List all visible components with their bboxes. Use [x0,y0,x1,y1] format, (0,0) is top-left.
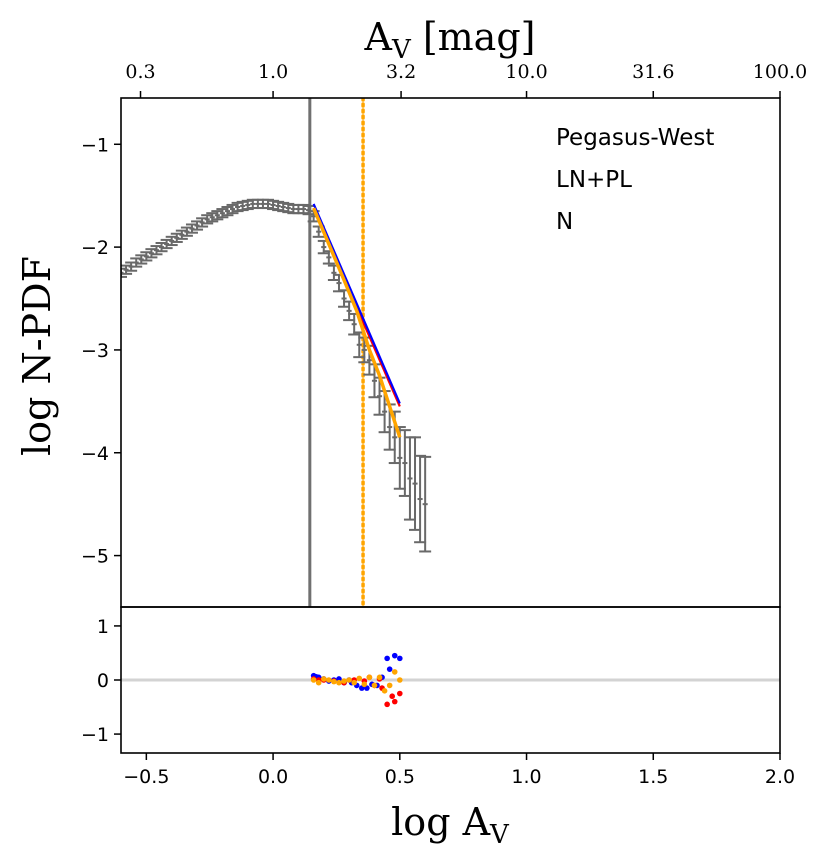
data-point-errorbar [160,238,173,250]
x-tick-label: −0.5 [123,766,169,788]
residual-point [346,677,352,683]
blue-fit [312,203,401,404]
top-axis-title-sub: V [391,35,412,65]
data-point-errorbar [185,223,198,234]
residual-point [384,701,390,708]
top-x-tick-label: 10.0 [505,61,547,83]
data-point-errorbar [327,264,340,282]
y-tick-label: −5 [81,546,109,568]
residual-point [361,681,368,688]
residual-point [310,677,317,683]
top-x-tick-label: 31.6 [632,61,674,83]
data-point-errorbar [282,202,295,214]
residual-y-tick-label: 0 [97,670,109,692]
data-point-errorbar [140,251,153,262]
annotation-model: LN+PL [556,167,632,193]
y-tick-label: −4 [81,443,109,465]
main-panel-frame [120,97,781,608]
data-point-errorbar [414,454,427,544]
data-point-errorbar [121,264,133,275]
x-axis-title: log AV [391,800,510,850]
data-point-errorbar [150,245,163,256]
top-x-tick-label: 0.3 [125,61,155,83]
residual-point [356,675,363,682]
annotation-tracer: N [556,209,573,235]
data-point-errorbar [170,232,183,243]
residual-point [315,679,322,686]
top-x-tick-label: 100.0 [753,61,807,83]
main-panel: −1 −2 −3 −4 −5 0.3 1.0 3.2 10.0 31.6 100.0 [81,61,807,608]
residual-point [391,669,398,675]
residual-point [331,678,337,685]
residual-point [366,674,373,681]
residual-point [397,690,403,697]
data-point-errorbar [398,429,411,497]
y-tick-label: −3 [81,340,109,362]
residual-point [336,679,342,686]
data-point-errorbar [419,455,432,553]
x-axis-title-main: log A [391,800,490,844]
residual-point [371,682,378,689]
residual-point [326,677,332,683]
orange-residuals [310,669,403,694]
data-point-errorbar [302,204,315,216]
data-point-errorbar [180,226,193,237]
x-tick-label: 1.5 [638,766,668,788]
x-tick-label: 0.0 [258,766,288,788]
data-point-errorbar [191,220,204,231]
residual-point [397,655,403,662]
data-point-errorbar [348,312,361,336]
residual-point [391,698,398,705]
data-point-errorbar [135,254,148,265]
residual-y-tick-label: −1 [81,724,109,746]
x-tick-label: 0.5 [385,766,415,788]
residual-point [384,655,390,662]
y-tick-label: −2 [81,237,109,259]
residual-point [397,677,403,683]
top-x-tick-label: 1.0 [258,61,288,83]
data-point-errorbar [145,248,158,259]
residual-point [389,693,396,700]
data-point-errorbar [130,257,143,268]
data-point-errorbar [368,363,381,399]
data-point-errorbar [196,217,209,228]
residual-plot-area [121,652,780,708]
main-plot-area [121,98,432,607]
data-point-errorbar [121,267,127,278]
x-tick-label: 1.0 [511,766,541,788]
data-point-errorbar [165,235,178,247]
residual-point [386,682,393,689]
residual-point [351,679,357,686]
data-point-errorbar [206,212,219,223]
data-point-errorbar [297,203,310,215]
top-axis-title: AV [mag] [364,15,536,65]
top-axis-title-main: A [364,15,393,59]
residual-point [341,678,347,684]
data-point-errorbar [155,241,168,253]
residual-y-tick-label: 1 [97,616,109,638]
residual-point [320,676,327,682]
annotation-region: Pegasus-West [556,125,714,151]
top-x-tick-label: 3.2 [386,61,416,83]
x-tick-label: 2.0 [765,766,795,788]
data-point-errorbar [175,229,188,240]
residual-point [376,674,383,681]
residual-point [391,652,398,659]
data-point-errorbar [409,436,422,531]
residual-point [381,688,388,694]
residual-point [386,666,393,672]
x-axis-title-sub: V [489,820,510,850]
y-tick-label: −1 [81,134,109,156]
orange-fit [312,207,402,438]
residual-panel: 1 0 −1 −0.5 0.0 0.5 1.0 1.5 2.0 [81,606,795,788]
top-axis-title-unit: [mag] [411,15,536,59]
y-axis-title: log N-PDF [15,256,59,456]
